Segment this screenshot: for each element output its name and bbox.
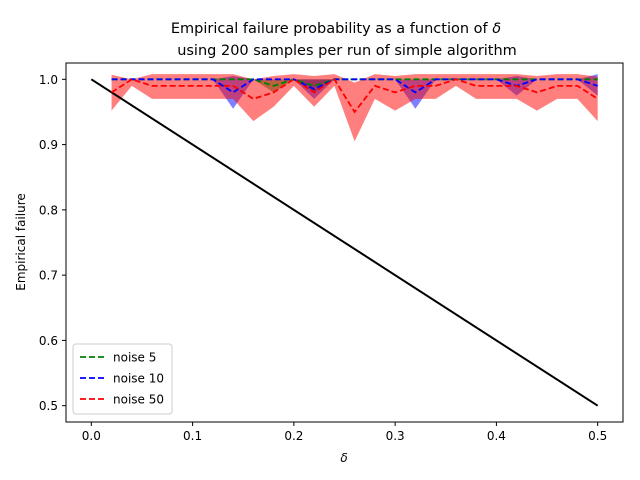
reference-line — [90, 78, 599, 407]
chart-title-line-2: using 200 samples per run of simple algo… — [177, 43, 517, 59]
y-axis-label: Empirical failure — [14, 193, 28, 291]
y-tick-label: 0.8 — [39, 203, 58, 217]
y-tick-label: 0.6 — [39, 334, 58, 348]
y-tick-label: 0.5 — [39, 399, 58, 413]
plot-frame — [65, 62, 624, 423]
x-axis-label: δ — [340, 451, 347, 465]
confidence-bands — [111, 74, 598, 142]
legend-box — [72, 343, 173, 415]
y-tick-label: 0.7 — [39, 269, 58, 283]
y-tick-label: 0.9 — [39, 138, 58, 152]
band-noise-50 — [111, 74, 598, 142]
chart-title-line-1-text: Empirical failure probability as a funct… — [171, 21, 489, 37]
x-tick-label: 0.4 — [487, 429, 506, 443]
legend-label-noise-10: noise 10 — [113, 372, 164, 386]
legend: noise 5 noise 10 noise 50 — [72, 343, 173, 415]
x-tick-label: 0.3 — [386, 429, 405, 443]
x-axis-ticks: 0.0 0.1 0.2 0.3 0.4 0.5 — [82, 422, 607, 443]
x-tick-label: 0.0 — [82, 429, 101, 443]
series-lines — [90, 78, 599, 407]
chart-title-line-1: Empirical failure probability as a funct… — [171, 21, 501, 37]
x-tick-label: 0.2 — [284, 429, 303, 443]
y-axis-ticks: 0.5 0.6 0.7 0.8 0.9 1.0 — [39, 73, 66, 413]
y-tick-label: 1.0 — [39, 73, 58, 87]
legend-label-noise-5: noise 5 — [113, 351, 156, 365]
line-noise-50 — [111, 78, 599, 114]
legend-label-noise-50: noise 50 — [113, 393, 164, 407]
x-tick-label: 0.1 — [183, 429, 202, 443]
chart-title-delta-symbol: δ — [492, 21, 501, 37]
x-tick-label: 0.5 — [588, 429, 607, 443]
